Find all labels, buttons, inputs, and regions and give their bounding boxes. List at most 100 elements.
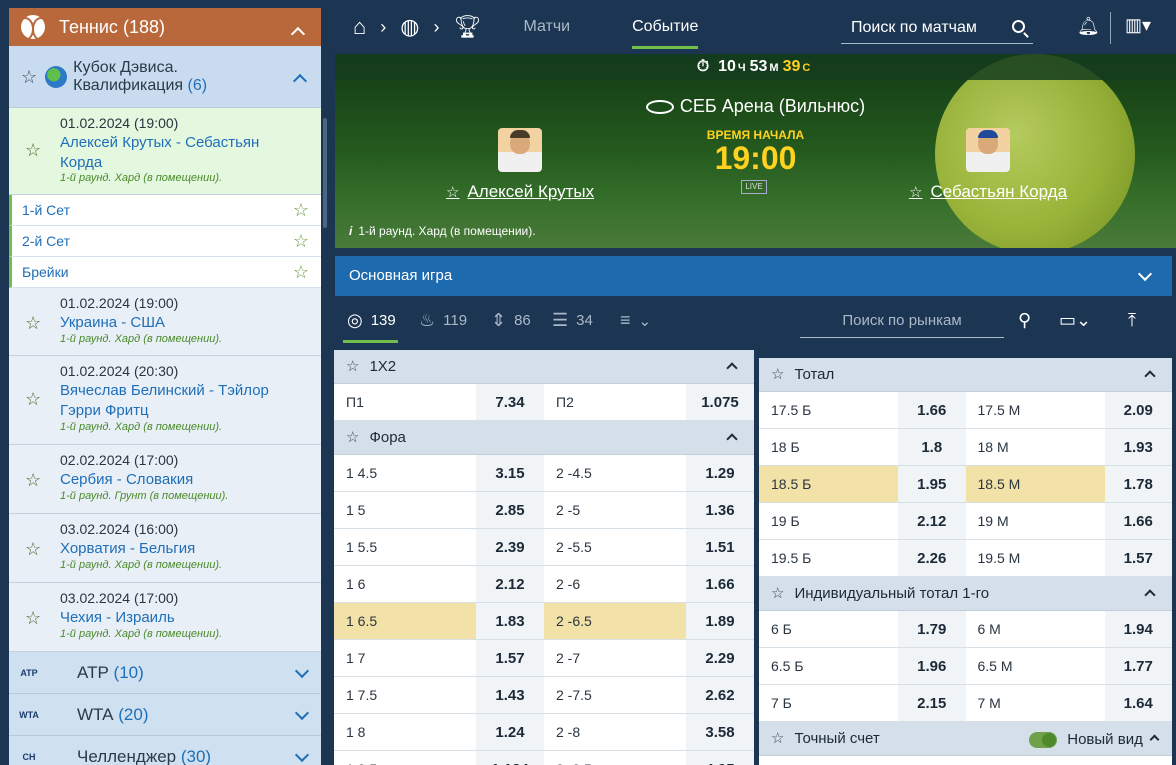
match-item[interactable]: ☆ 01.02.2024 (20:30) Вячеслав Белинский … [9, 356, 321, 445]
filter-totals[interactable]: ⇕ 86 [491, 310, 531, 331]
star-icon[interactable]: ☆ [25, 389, 42, 409]
odds-value[interactable]: 1.24 [476, 714, 544, 750]
star-icon[interactable]: ☆ [292, 262, 309, 282]
outcome-label[interactable]: 1 8 [346, 724, 366, 740]
tab-event[interactable]: Событие [632, 0, 699, 54]
odds-value[interactable]: 1.96 [898, 648, 966, 684]
outcome-label[interactable]: 6.5 М [977, 658, 1013, 674]
match-teams[interactable]: Чехия - Израиль [60, 609, 175, 626]
odds-value[interactable]: 1.77 [1104, 648, 1172, 684]
odds-value[interactable]: 1.89 [686, 603, 754, 639]
chevron-down-icon[interactable] [294, 747, 310, 763]
odds-value[interactable]: 1.075 [686, 384, 754, 420]
match-item[interactable]: ☆ 01.02.2024 (19:00) Украина - США 1-й р… [9, 288, 321, 356]
odds-value[interactable]: 1.57 [1104, 540, 1172, 576]
odds-value[interactable]: 1.83 [476, 603, 544, 639]
chevron-up-icon[interactable] [1144, 589, 1156, 601]
outcome-label[interactable]: 2 -5.5 [556, 539, 592, 555]
outcome-label[interactable]: 6 Б [771, 621, 792, 637]
outcome-label[interactable]: 19 М [977, 513, 1009, 529]
odds-value[interactable]: 1.95 [898, 466, 966, 502]
star-icon[interactable]: ☆ [25, 313, 42, 333]
outcome-label[interactable]: 6.5 Б [771, 658, 804, 674]
odds-value[interactable]: 1.66 [898, 392, 966, 428]
star-icon[interactable]: ☆ [292, 231, 309, 251]
star-icon[interactable]: ☆ [346, 358, 360, 375]
outcome-label[interactable]: 1 5 [346, 502, 366, 518]
chevron-up-icon[interactable] [726, 362, 738, 374]
bell-icon[interactable]: 🔔︎ [1077, 16, 1100, 36]
player2-link[interactable]: ☆ Себастьян Корда [909, 182, 1067, 202]
odds-value[interactable]: 1.57 [476, 640, 544, 676]
sport-header-tennis[interactable]: Теннис (188) [9, 8, 321, 46]
outcome-label[interactable]: 1 5.5 [346, 539, 378, 555]
odds-value[interactable]: 1.134 [476, 751, 544, 765]
subitem-breaks[interactable]: Брейки ☆ [9, 257, 321, 288]
filter-list[interactable]: ☰ 34 [552, 310, 593, 331]
star-icon[interactable]: ☆ [771, 730, 785, 747]
star-icon[interactable]: ☆ [771, 366, 785, 383]
match-item[interactable]: ☆ 01.02.2024 (19:00) Алексей Крутых - Се… [9, 108, 321, 195]
star-icon[interactable]: ☆ [446, 184, 460, 201]
chevron-up-icon[interactable] [1149, 734, 1160, 745]
outcome-label[interactable]: 17.5 Б [771, 402, 812, 418]
stats-icon[interactable]: ▥▾ [1125, 15, 1152, 35]
odds-value[interactable]: 1.79 [898, 611, 966, 647]
odds-value[interactable]: 1.64 [1104, 685, 1172, 721]
outcome-label[interactable]: 2 -8.5 [544, 751, 686, 765]
odds-value[interactable]: 2.09 [1104, 392, 1172, 428]
odds-value[interactable]: 2.12 [898, 503, 966, 539]
trophy-icon[interactable]: 🏆︎ [453, 14, 482, 39]
market-header-total[interactable]: ☆ Тотал [759, 358, 1172, 392]
odds-value[interactable]: 2.12 [476, 566, 544, 602]
outcome-label[interactable]: 18.5 М [965, 466, 1105, 502]
columns-view-icon[interactable]: ▭⌄ [1059, 310, 1092, 330]
odds-value[interactable]: 2.15 [898, 685, 966, 721]
tournament-header[interactable]: ☆ Кубок Дэвиса. Квалификация (6) [9, 46, 321, 108]
filter-more[interactable]: ≡ ⌄ [620, 310, 651, 331]
group-wta[interactable]: WTA WTA (20) [9, 694, 321, 736]
outcome-label[interactable]: 1 6.5 [334, 603, 476, 639]
odds-value[interactable]: 7.34 [476, 384, 544, 420]
star-icon[interactable]: ☆ [21, 66, 38, 87]
match-search-input[interactable]: Поиск по матчам [841, 14, 1033, 44]
outcome-label[interactable]: 19.5 Б [771, 550, 812, 566]
chevron-up-icon[interactable] [292, 73, 308, 89]
odds-value[interactable]: 1.66 [686, 566, 754, 602]
outcome-label[interactable]: 7 М [977, 695, 1001, 711]
outcome-label[interactable]: 18 М [977, 439, 1009, 455]
subitem-set1[interactable]: 1-й Сет ☆ [9, 195, 321, 226]
odds-value[interactable]: 1.66 [1104, 503, 1172, 539]
outcome-label[interactable]: 1 6 [346, 576, 366, 592]
outcome-label[interactable]: 1 8.5 [334, 751, 476, 765]
outcome-label[interactable]: 2 -5 [556, 502, 581, 518]
sidebar-scrollbar[interactable] [323, 118, 327, 228]
home-icon[interactable]: ⌂ [353, 14, 367, 39]
collapse-all-icon[interactable]: ⤒ [1128, 310, 1136, 330]
outcome-label[interactable]: 18 Б [771, 439, 800, 455]
outcome-label[interactable]: 1 7.5 [346, 687, 378, 703]
player1-link[interactable]: ☆ Алексей Крутых [446, 182, 594, 202]
star-icon[interactable]: ☆ [909, 184, 923, 201]
match-item[interactable]: ☆ 02.02.2024 (17:00) Сербия - Словакия 1… [9, 445, 321, 514]
filter-all[interactable]: ◎ 139 [343, 310, 398, 343]
market-header-exact-score[interactable]: ☆ Точный счет Новый вид [759, 722, 1172, 756]
star-icon[interactable]: ☆ [25, 608, 42, 628]
chevron-up-icon[interactable] [1144, 370, 1156, 382]
match-teams[interactable]: Хорватия - Бельгия [60, 540, 196, 557]
outcome-label[interactable]: 1 7 [346, 650, 366, 666]
live-tv-icon[interactable]: LIVE [741, 180, 767, 194]
odds-value[interactable]: 1.78 [1104, 466, 1172, 502]
group-challenger[interactable]: CH Челленджер (30) [9, 736, 321, 765]
odds-value[interactable]: 2.39 [476, 529, 544, 565]
odds-value[interactable]: 1.36 [686, 492, 754, 528]
odds-value[interactable]: 3.15 [476, 455, 544, 491]
outcome-label[interactable]: 2 -6.5 [544, 603, 686, 639]
new-view-toggle[interactable]: Новый вид [1029, 731, 1160, 748]
outcome-label[interactable]: 2 -7 [556, 650, 581, 666]
odds-value[interactable]: 2.29 [686, 640, 754, 676]
odds-value[interactable]: 1.94 [1104, 611, 1172, 647]
star-icon[interactable]: ☆ [25, 140, 42, 160]
chevron-down-icon[interactable] [294, 705, 310, 721]
subitem-set2[interactable]: 2-й Сет ☆ [9, 226, 321, 257]
